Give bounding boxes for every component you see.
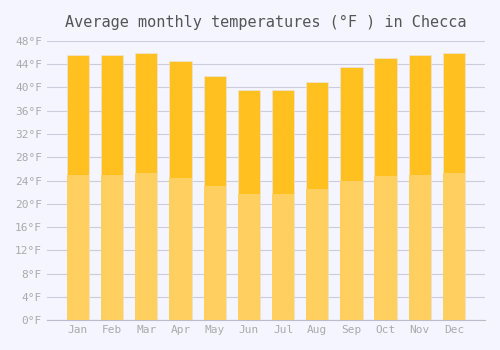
Bar — [408, 175, 431, 320]
Title: Average monthly temperatures (°F ) in Checca: Average monthly temperatures (°F ) in Ch… — [65, 15, 466, 30]
Bar — [408, 55, 431, 320]
Bar — [272, 90, 294, 320]
Bar — [443, 52, 465, 320]
Bar — [374, 58, 396, 320]
Bar — [238, 194, 260, 320]
Bar — [135, 52, 158, 320]
Bar — [374, 176, 396, 320]
Bar — [67, 175, 89, 320]
Bar — [306, 189, 328, 320]
Bar — [204, 76, 226, 320]
Bar — [306, 82, 328, 320]
Bar — [340, 67, 362, 320]
Bar — [170, 178, 192, 320]
Bar — [170, 61, 192, 320]
Bar — [272, 194, 294, 320]
Bar — [135, 173, 158, 320]
Bar — [204, 186, 226, 320]
Bar — [443, 173, 465, 320]
Bar — [340, 181, 362, 320]
Bar — [67, 55, 89, 320]
Bar — [101, 175, 123, 320]
Bar — [238, 90, 260, 320]
Bar — [101, 55, 123, 320]
